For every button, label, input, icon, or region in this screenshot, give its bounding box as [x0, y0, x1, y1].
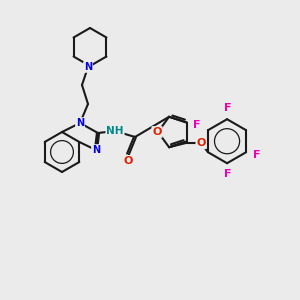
Text: N: N — [92, 145, 100, 155]
Text: O: O — [196, 138, 206, 148]
Text: F: F — [224, 103, 232, 113]
Text: N: N — [76, 118, 84, 128]
Text: NH: NH — [106, 126, 124, 136]
Text: F: F — [254, 150, 261, 160]
Text: F: F — [193, 120, 201, 130]
Text: O: O — [152, 127, 162, 137]
Text: O: O — [123, 156, 133, 166]
Text: F: F — [224, 169, 232, 179]
Text: N: N — [84, 62, 92, 72]
